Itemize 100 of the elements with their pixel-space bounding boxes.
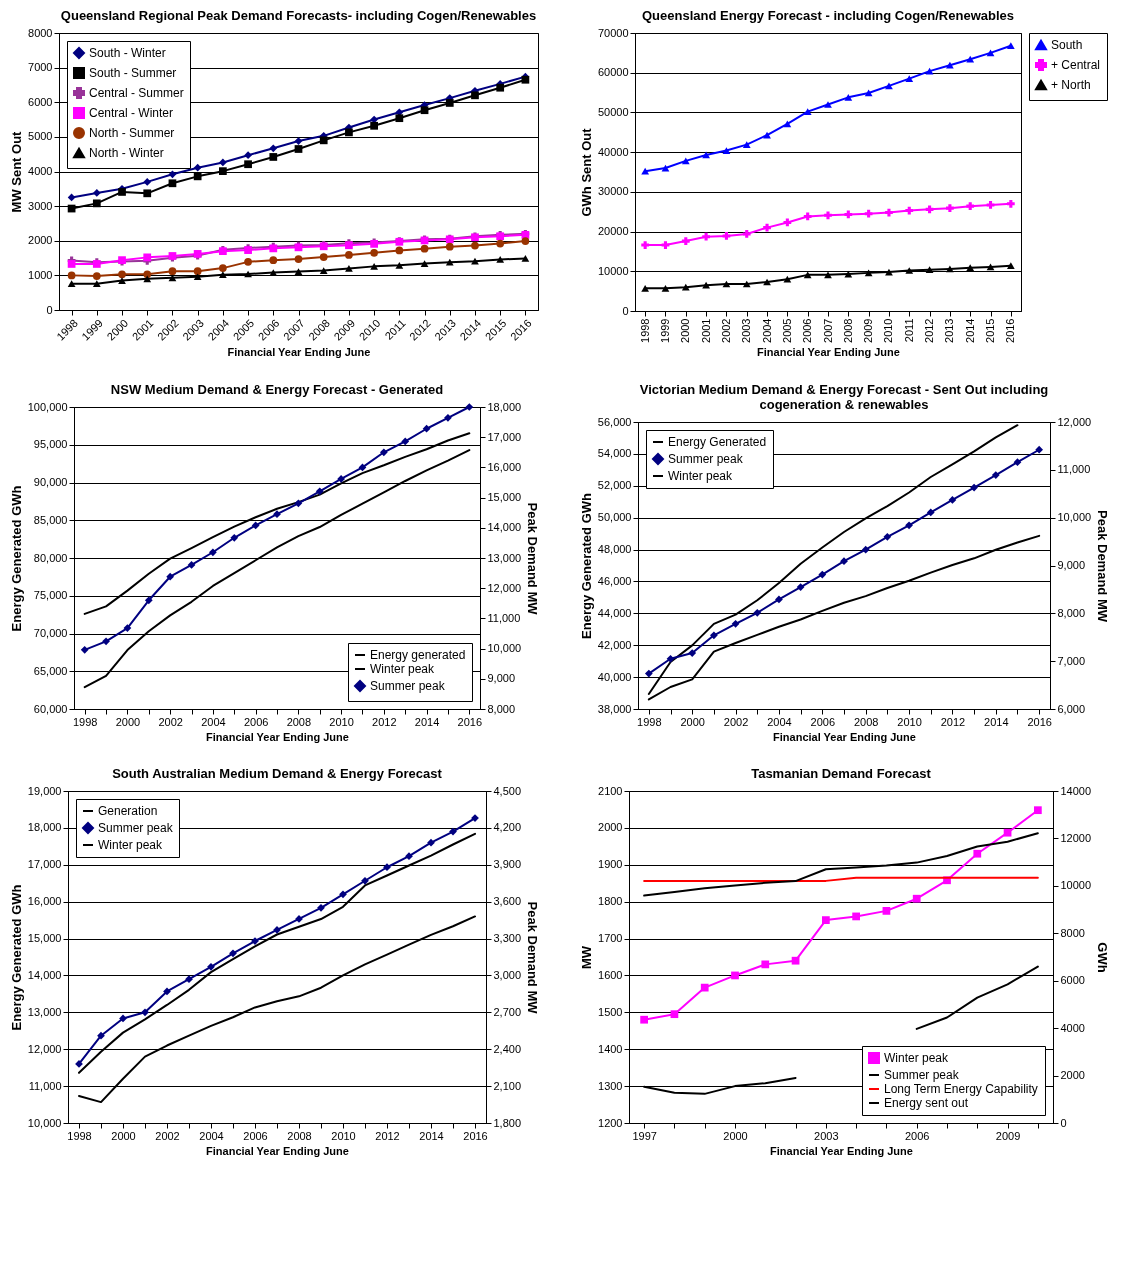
point — [92, 272, 101, 280]
point — [317, 903, 325, 912]
x-tick-label: 2004 — [767, 715, 792, 728]
point — [219, 264, 227, 272]
point — [1006, 262, 1015, 270]
point — [273, 510, 281, 519]
point — [319, 253, 328, 261]
y-axis-title: Energy Generated GWh — [578, 492, 594, 639]
point — [193, 267, 202, 276]
y2-axis-title: GWh — [1095, 942, 1111, 973]
point — [966, 264, 975, 272]
point — [946, 204, 954, 213]
x-tick-label: 2011 — [902, 318, 915, 343]
point — [885, 208, 893, 217]
x-axis-title: Financial Year Ending June — [227, 345, 371, 358]
point — [775, 595, 783, 604]
point — [67, 260, 76, 268]
point — [319, 136, 328, 145]
y2-tick-label: 11,000 — [487, 611, 521, 624]
point — [370, 263, 378, 270]
point — [92, 199, 101, 208]
x-tick-label: 2010 — [897, 715, 922, 728]
point — [449, 827, 457, 836]
point — [1013, 458, 1022, 467]
x-tick-label: 2002 — [723, 715, 749, 728]
point — [230, 533, 239, 542]
point — [688, 649, 697, 657]
y-tick-label: 2000 — [598, 821, 623, 834]
y2-tick-label: 4000 — [1060, 1021, 1085, 1034]
point — [168, 274, 177, 282]
y2-tick-label: 4,500 — [493, 784, 522, 797]
y-tick-label: 1000 — [28, 268, 53, 281]
y-tick-label: 42,000 — [597, 638, 632, 651]
x-tick-label: 2015 — [984, 318, 997, 343]
legend-label: Summer peak — [98, 821, 174, 835]
x-tick-label: 2002 — [158, 715, 183, 728]
x-tick-label: 1998 — [67, 1129, 92, 1142]
point — [427, 838, 435, 847]
y2-tick-label: 6,000 — [1057, 702, 1086, 715]
y-tick-label: 20000 — [597, 225, 629, 238]
y-tick-label: 15,000 — [27, 932, 62, 945]
y2-tick-label: 0 — [1060, 1116, 1067, 1129]
point — [905, 521, 913, 530]
point — [92, 280, 101, 288]
y2-tick-label: 16,000 — [487, 460, 522, 473]
point — [118, 270, 126, 279]
y-tick-label: 11,000 — [28, 1079, 62, 1092]
point — [141, 1008, 149, 1017]
point — [207, 962, 215, 971]
x-axis-title: Financial Year Ending June — [770, 1144, 913, 1157]
y-axis-title: Energy Generated GWh — [8, 884, 24, 1031]
point — [118, 277, 126, 284]
y2-tick-label: 8,000 — [1057, 606, 1086, 619]
y-tick-label: 75,000 — [33, 589, 68, 602]
point — [991, 471, 1000, 479]
point — [345, 265, 353, 272]
x-axis-title: Financial Year Ending June — [206, 730, 349, 743]
point — [209, 548, 217, 557]
point — [710, 631, 718, 640]
point — [143, 189, 152, 198]
point — [445, 99, 454, 107]
point — [681, 283, 690, 291]
x-tick-label: 2007 — [821, 318, 834, 343]
y-tick-label: 1200 — [598, 1116, 623, 1129]
point — [118, 188, 126, 196]
point — [702, 151, 710, 159]
point — [471, 91, 479, 100]
y-tick-label: 13,000 — [27, 1005, 62, 1018]
x-tick-label: 1999 — [658, 318, 671, 343]
x-tick-label: 2000 — [111, 1129, 136, 1142]
point — [946, 61, 954, 69]
x-tick-label: 2010 — [882, 318, 895, 343]
y-tick-label: 90,000 — [33, 476, 68, 488]
y-tick-label: 10,000 — [27, 1116, 62, 1129]
point — [294, 145, 303, 153]
y-tick-label: 1500 — [598, 1005, 623, 1018]
y-tick-label: 8000 — [28, 26, 53, 39]
point — [803, 108, 812, 115]
chart-title: NSW Medium Demand & Energy Forecast - Generated — [110, 382, 444, 397]
y-tick-label: 1400 — [598, 1042, 623, 1055]
y-tick-label: 12,000 — [27, 1042, 62, 1055]
point — [885, 82, 893, 90]
point — [244, 151, 252, 160]
legend-label: Generation — [98, 804, 158, 818]
y-tick-label: 50000 — [597, 105, 629, 118]
point — [405, 852, 413, 861]
y-tick-label: 1800 — [598, 895, 623, 908]
y-tick-label: 1900 — [598, 858, 623, 871]
point — [379, 448, 388, 457]
y-tick-label: 52,000 — [597, 479, 632, 492]
y-tick-label: 19,000 — [27, 784, 62, 797]
x-tick-label: 2001 — [699, 318, 712, 343]
x-tick-label: 2008 — [287, 1129, 312, 1142]
x-tick-label: 2012 — [372, 715, 397, 728]
point — [641, 241, 650, 249]
point — [119, 1014, 127, 1023]
legend-label: Winter peak — [98, 838, 164, 852]
y-axis-title: Energy Generated GWh — [8, 485, 24, 632]
point — [731, 971, 739, 980]
chart-title: Tasmanian Demand Forecast — [751, 766, 932, 781]
